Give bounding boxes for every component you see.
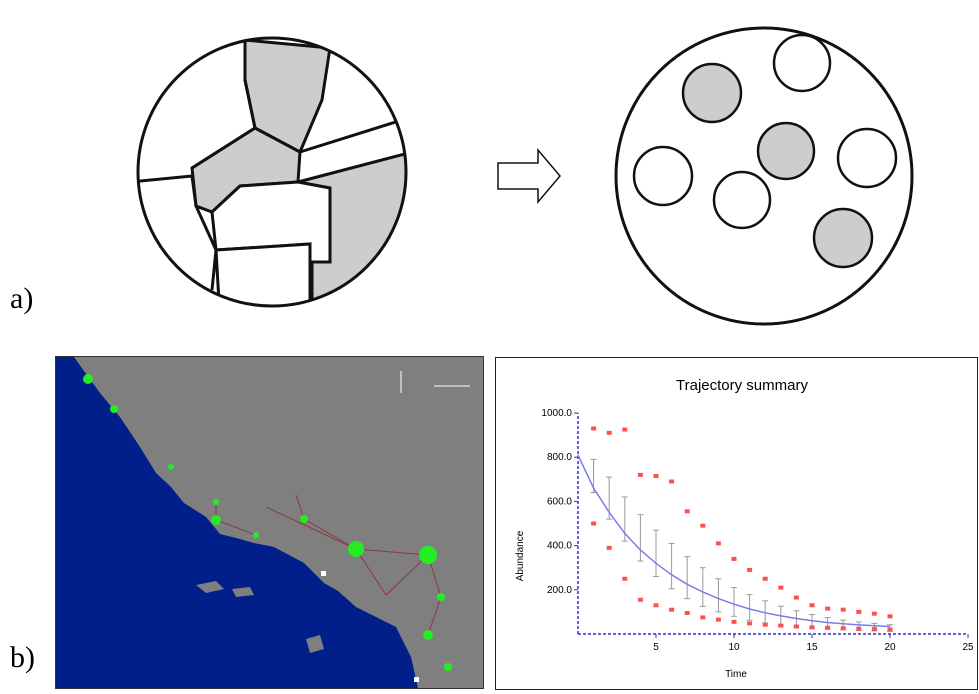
lower-bound-point (606, 545, 612, 550)
patch-node (419, 546, 437, 564)
patch-node (300, 515, 308, 523)
lower-bound-point (715, 617, 721, 622)
lower-bound-point (762, 622, 768, 627)
trajectory-chart: Trajectory summary Abundance Time 200.0 4… (495, 357, 978, 690)
network-nodes (83, 374, 452, 671)
lower-bound-point (825, 625, 831, 630)
x-tick-label: 10 (728, 642, 740, 653)
island (306, 635, 324, 653)
lower-bound-point (747, 621, 753, 626)
lower-bound-point (778, 623, 784, 628)
y-tick-label: 400.0 (547, 541, 572, 552)
patch-node (756, 121, 816, 181)
upper-bound-point (856, 609, 862, 614)
upper-bound-point (684, 509, 690, 514)
patch-node (168, 464, 174, 470)
patch-node (437, 593, 445, 601)
chart-canvas: Trajectory summary Abundance Time 200.0 4… (515, 377, 974, 680)
lower-bound-point (809, 625, 815, 630)
patch-node (772, 33, 832, 93)
upper-bound-point (715, 541, 721, 546)
lower-bound-point (840, 626, 846, 631)
patch-node (444, 663, 452, 671)
patch-node (681, 62, 743, 124)
patch-node (83, 374, 93, 384)
landscape-outline (136, 36, 408, 308)
land (74, 357, 483, 688)
chart-title: Trajectory summary (676, 377, 808, 394)
y-axis-label: Abundance (515, 530, 526, 581)
boundary-upper-left (191, 40, 257, 170)
x-axis-label: Time (725, 669, 747, 680)
upper-bound-point (637, 472, 643, 477)
upper-bound-point (840, 607, 846, 612)
upper-bound-point (669, 479, 675, 484)
x-tick-label: 20 (884, 642, 896, 653)
upper-bound-point (809, 603, 815, 608)
lower-bound-point (887, 627, 893, 632)
upper-bound-point (762, 576, 768, 581)
network-outline (614, 26, 914, 326)
patch-node (213, 499, 219, 505)
island (196, 581, 224, 593)
upper-bound-point (747, 567, 753, 572)
patch-node (211, 515, 221, 525)
lower-bound-point (591, 521, 597, 526)
lower-bound-point (871, 627, 877, 632)
y-tick-label: 200.0 (547, 585, 572, 596)
panel-label-a: a) (10, 282, 34, 315)
north-arrow-and-scale (400, 371, 470, 393)
upper-bound-point (887, 614, 893, 619)
patch-abstraction-diagram (136, 26, 914, 326)
map-canvas (56, 357, 483, 688)
x-tick-label: 25 (962, 642, 974, 653)
boundary-left (138, 174, 218, 291)
lower-bound-point (653, 603, 659, 608)
transform-arrow (497, 147, 561, 205)
upper-bound-point (731, 556, 737, 561)
white-markers (321, 571, 419, 682)
y-tick-label: 1000.0 (541, 408, 572, 419)
boundary-right (299, 118, 403, 154)
x-tick-label: 5 (653, 642, 659, 653)
upper-bound-point (622, 427, 628, 432)
lower-bound-point (669, 607, 675, 612)
patch-node (253, 532, 259, 538)
patch-node (632, 145, 694, 207)
lower-bound-point (793, 624, 799, 629)
patch-node (423, 630, 433, 640)
upper-bound-point (653, 473, 659, 478)
patch-node (110, 405, 118, 413)
upper-bound-point (793, 595, 799, 600)
lower-bound-point (856, 626, 862, 631)
upper-bound-point (871, 611, 877, 616)
lower-bound-point (637, 597, 643, 602)
upper-bound-point (778, 585, 784, 590)
coastal-network-map (55, 356, 484, 689)
upper-bound-point (700, 523, 706, 528)
x-tick-label: 15 (806, 642, 818, 653)
patch-node (712, 170, 772, 230)
patch-node (836, 127, 898, 189)
y-tick-label: 600.0 (547, 496, 572, 507)
lower-bound-point (622, 576, 628, 581)
lower-bound-point (700, 615, 706, 620)
panel-label-b: b) (10, 641, 35, 674)
island (232, 587, 254, 597)
mean-trajectory-line (577, 454, 891, 628)
y-tick-label: 800.0 (547, 452, 572, 463)
upper-bound-point (606, 430, 612, 435)
patch-node (348, 541, 364, 557)
lower-bound-point (684, 611, 690, 616)
upper-bound-point (591, 426, 597, 431)
upper-bound-point (825, 606, 831, 611)
patch-bottom-lower (214, 242, 312, 306)
lower-bound-point (731, 619, 737, 624)
patch-node (812, 207, 874, 269)
